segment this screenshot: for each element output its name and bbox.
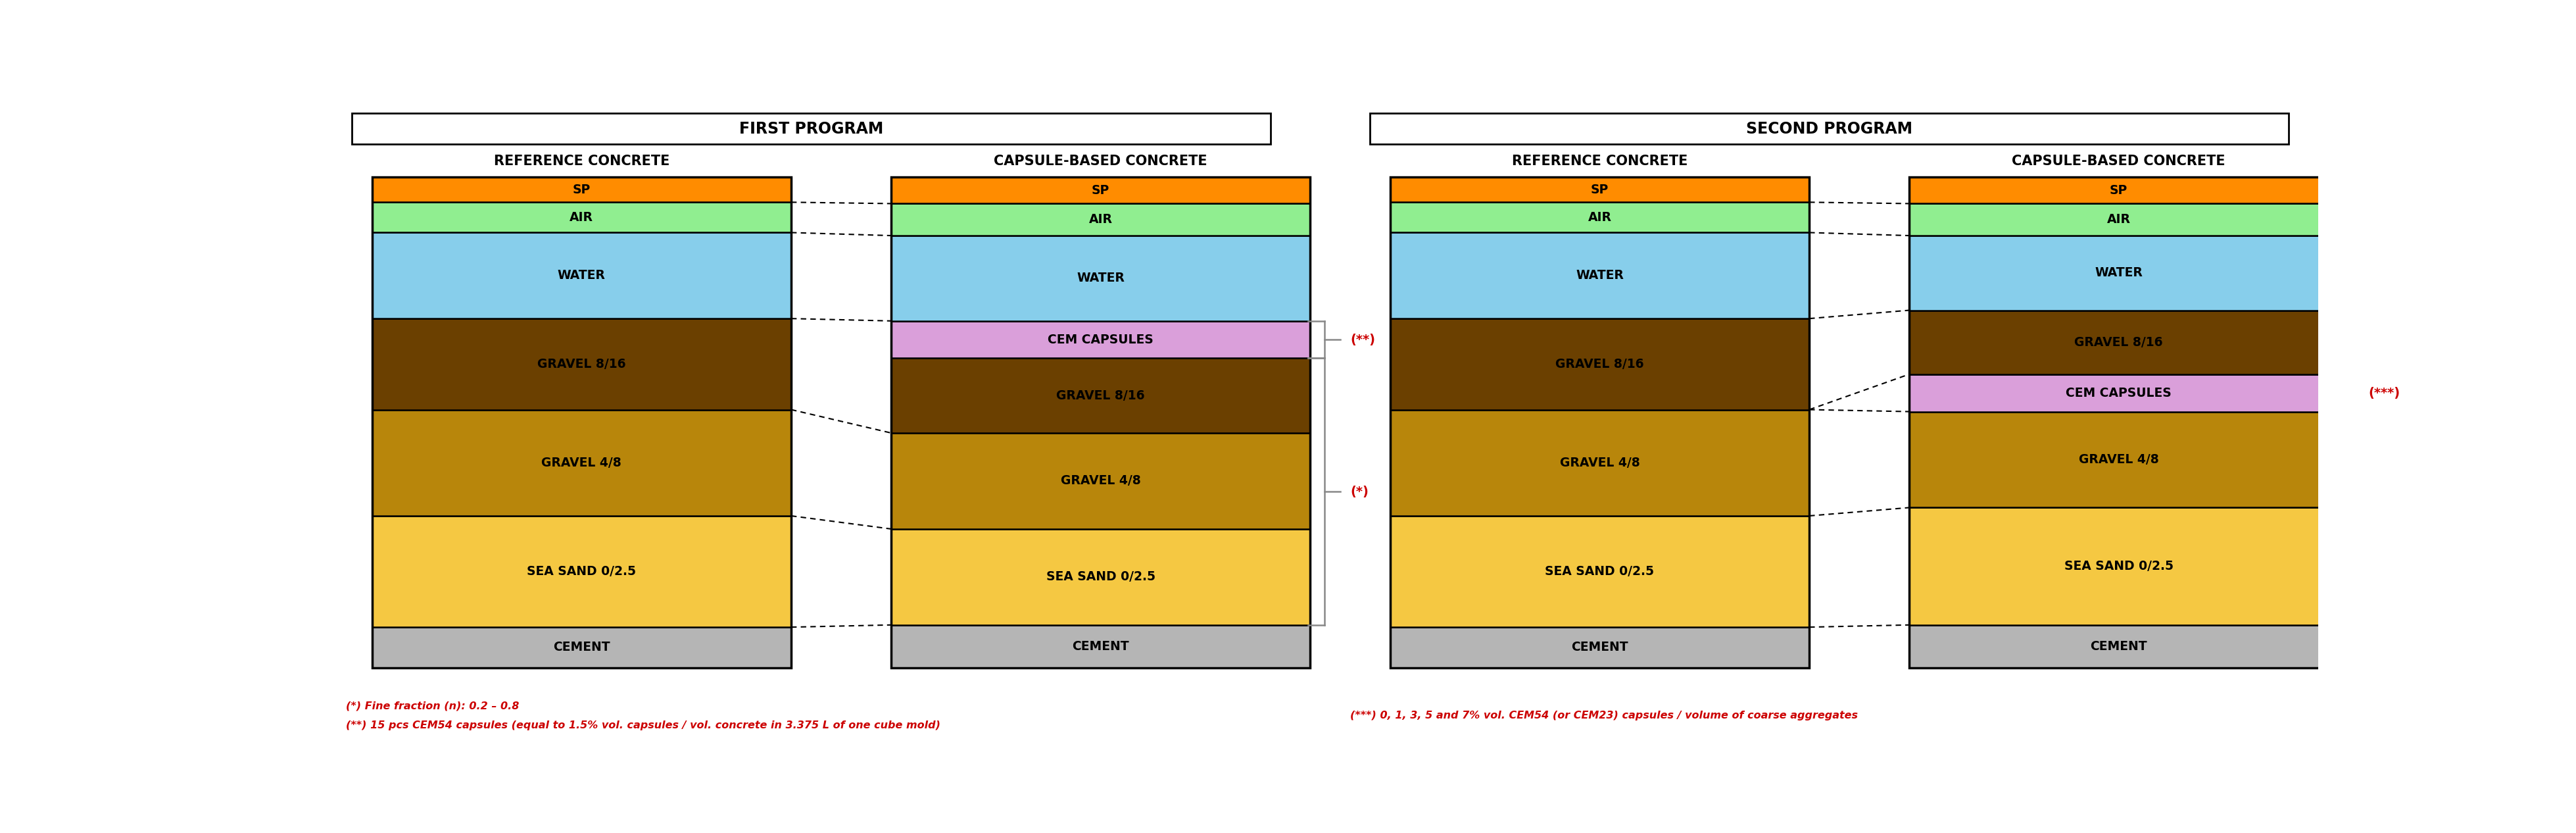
Text: (*) Fine fraction (n): 0.2 – 0.8: (*) Fine fraction (n): 0.2 – 0.8 (345, 701, 520, 711)
Text: CAPSULE-BASED CONCRETE: CAPSULE-BASED CONCRETE (2012, 154, 2226, 167)
Text: GRAVEL 4/8: GRAVEL 4/8 (1558, 456, 1641, 469)
FancyBboxPatch shape (1391, 202, 1808, 232)
Text: CAPSULE-BASED CONCRETE: CAPSULE-BASED CONCRETE (994, 154, 1208, 167)
FancyBboxPatch shape (1391, 232, 1808, 318)
Text: SP: SP (1592, 183, 1607, 196)
Text: WATER: WATER (2094, 267, 2143, 279)
FancyBboxPatch shape (891, 177, 1311, 203)
Text: WATER: WATER (556, 269, 605, 282)
Text: GRAVEL 4/8: GRAVEL 4/8 (1061, 475, 1141, 487)
FancyBboxPatch shape (891, 529, 1311, 625)
Text: WATER: WATER (1577, 269, 1623, 282)
FancyBboxPatch shape (353, 113, 1270, 144)
Text: SP: SP (1092, 184, 1110, 197)
Text: (**) 15 pcs CEM54 capsules (equal to 1.5% vol. capsules / vol. concrete in 3.375: (**) 15 pcs CEM54 capsules (equal to 1.5… (345, 721, 940, 731)
FancyBboxPatch shape (1391, 410, 1808, 516)
Text: CEMENT: CEMENT (1571, 641, 1628, 654)
FancyBboxPatch shape (891, 358, 1311, 433)
Text: SEA SAND 0/2.5: SEA SAND 0/2.5 (1046, 571, 1154, 583)
Text: SECOND PROGRAM: SECOND PROGRAM (1747, 121, 1911, 137)
FancyBboxPatch shape (1391, 318, 1808, 410)
Text: AIR: AIR (2107, 213, 2130, 226)
Text: REFERENCE CONCRETE: REFERENCE CONCRETE (1512, 154, 1687, 167)
FancyBboxPatch shape (371, 627, 791, 667)
Text: CEM CAPSULES: CEM CAPSULES (2066, 387, 2172, 399)
Text: AIR: AIR (1090, 213, 1113, 226)
Text: SEA SAND 0/2.5: SEA SAND 0/2.5 (2063, 560, 2174, 572)
Text: FIRST PROGRAM: FIRST PROGRAM (739, 121, 884, 137)
Text: (***) 0, 1, 3, 5 and 7% vol. CEM54 (or CEM23) capsules / volume of coarse aggreg: (***) 0, 1, 3, 5 and 7% vol. CEM54 (or C… (1350, 711, 1857, 721)
FancyBboxPatch shape (1391, 177, 1808, 202)
Text: GRAVEL 8/16: GRAVEL 8/16 (1056, 389, 1144, 402)
Text: GRAVEL 4/8: GRAVEL 4/8 (2079, 453, 2159, 466)
FancyBboxPatch shape (1909, 625, 2329, 667)
FancyBboxPatch shape (1391, 627, 1808, 667)
FancyBboxPatch shape (891, 203, 1311, 236)
FancyBboxPatch shape (1909, 507, 2329, 625)
FancyBboxPatch shape (891, 321, 1311, 358)
Text: GRAVEL 8/16: GRAVEL 8/16 (2074, 336, 2164, 348)
Text: CEMENT: CEMENT (1072, 640, 1128, 652)
FancyBboxPatch shape (371, 318, 791, 410)
Text: GRAVEL 8/16: GRAVEL 8/16 (1556, 358, 1643, 371)
Text: SP: SP (572, 183, 590, 196)
Text: (**): (**) (1350, 333, 1376, 346)
FancyBboxPatch shape (1909, 412, 2329, 507)
Text: GRAVEL 8/16: GRAVEL 8/16 (538, 358, 626, 371)
FancyBboxPatch shape (371, 410, 791, 516)
FancyBboxPatch shape (1909, 177, 2329, 203)
FancyBboxPatch shape (1391, 516, 1808, 627)
Text: SP: SP (2110, 184, 2128, 197)
FancyBboxPatch shape (371, 202, 791, 232)
Text: GRAVEL 4/8: GRAVEL 4/8 (541, 456, 621, 469)
FancyBboxPatch shape (1370, 113, 2287, 144)
FancyBboxPatch shape (1909, 310, 2329, 374)
FancyBboxPatch shape (371, 177, 791, 202)
FancyBboxPatch shape (1909, 236, 2329, 310)
Text: SEA SAND 0/2.5: SEA SAND 0/2.5 (528, 566, 636, 578)
Text: CEMENT: CEMENT (554, 641, 611, 654)
FancyBboxPatch shape (371, 232, 791, 318)
FancyBboxPatch shape (371, 516, 791, 627)
Text: REFERENCE CONCRETE: REFERENCE CONCRETE (495, 154, 670, 167)
Text: WATER: WATER (1077, 272, 1126, 285)
Text: CEMENT: CEMENT (2089, 640, 2148, 652)
Text: AIR: AIR (569, 211, 592, 223)
Text: CEM CAPSULES: CEM CAPSULES (1048, 333, 1154, 346)
FancyBboxPatch shape (1909, 203, 2329, 236)
FancyBboxPatch shape (891, 433, 1311, 529)
Text: AIR: AIR (1587, 211, 1613, 223)
FancyBboxPatch shape (1909, 374, 2329, 412)
Text: (*): (*) (1350, 486, 1368, 498)
FancyBboxPatch shape (891, 236, 1311, 321)
Text: (***): (***) (2367, 387, 2401, 399)
Text: SEA SAND 0/2.5: SEA SAND 0/2.5 (1546, 566, 1654, 578)
FancyBboxPatch shape (891, 625, 1311, 667)
